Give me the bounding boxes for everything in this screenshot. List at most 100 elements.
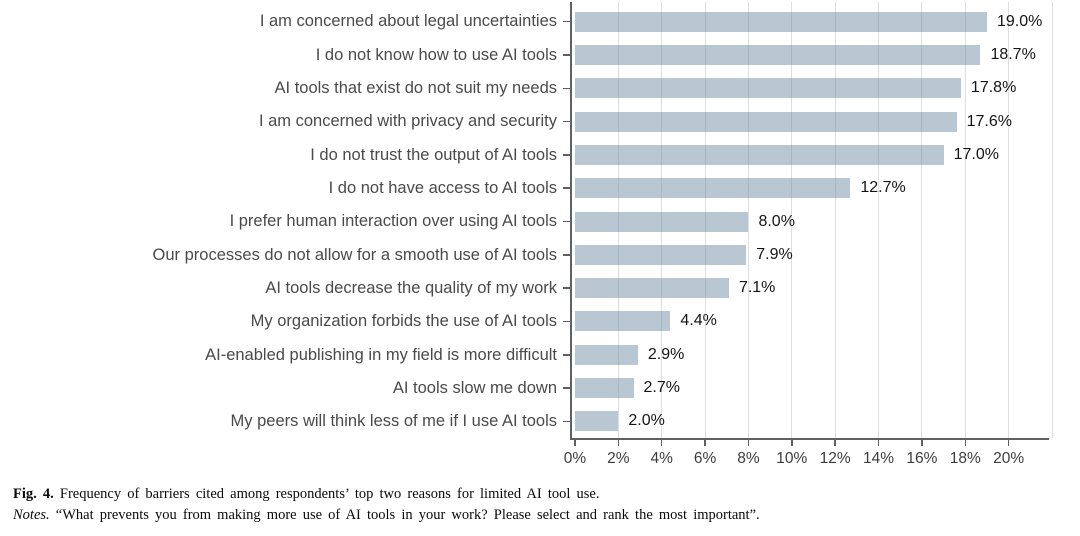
gridline [661, 2, 663, 438]
category-label: AI-enabled publishing in my field is mor… [205, 345, 557, 364]
bar-track: 17.8% [575, 72, 1080, 105]
bar-track: 12.7% [575, 172, 1080, 205]
figure-title: Frequency of barriers cited among respon… [59, 486, 600, 502]
bar [575, 278, 729, 299]
bar [575, 378, 634, 399]
bar-row: I am concerned about legal uncertainties… [0, 5, 1080, 38]
bar-track: 8.0% [575, 205, 1080, 238]
x-axis-line [570, 438, 1049, 440]
y-axis-tick [563, 320, 571, 323]
bar [575, 144, 944, 165]
gridline [617, 2, 619, 438]
bar-track: 17.6% [575, 105, 1080, 138]
y-axis-tick [563, 154, 571, 156]
gridline [1008, 2, 1010, 438]
category-label: I prefer human interaction over using AI… [229, 212, 557, 231]
bar [575, 344, 638, 365]
x-axis-tick-label: 16% [906, 450, 938, 467]
y-axis-line [570, 2, 572, 438]
value-label: 2.0% [628, 412, 665, 430]
bar-row: AI tools decrease the quality of my work… [0, 272, 1080, 305]
x-axis-tick [964, 439, 967, 446]
bar-row: AI tools that exist do not suit my needs… [0, 72, 1080, 105]
bar-row: My peers will think less of me if I use … [0, 405, 1080, 438]
x-axis-tick [791, 439, 793, 446]
bar-track: 4.4% [575, 305, 1080, 338]
value-label: 12.7% [860, 179, 906, 197]
category-label: AI tools slow me down [392, 378, 557, 397]
bar-row: I am concerned with privacy and security… [0, 105, 1080, 138]
bar [575, 44, 981, 65]
y-axis-tick [563, 54, 571, 56]
category-label: I do not have access to AI tools [328, 178, 557, 197]
x-axis-tick [921, 439, 923, 446]
x-axis-tick-label: 20% [993, 450, 1025, 467]
value-label: 2.7% [643, 379, 680, 397]
gridline [878, 2, 880, 438]
value-label: 17.6% [966, 112, 1012, 130]
value-label: 4.4% [680, 312, 717, 330]
y-axis-tick [563, 220, 571, 223]
bar [575, 111, 957, 132]
bar-row: AI tools slow me down 2.7% [0, 371, 1080, 404]
value-label: 2.9% [647, 345, 685, 363]
value-label: 7.1% [738, 279, 776, 297]
notes-text: “What prevents you from making more use … [55, 507, 760, 523]
bar-track: 18.7% [575, 38, 1080, 71]
x-axis-tick [747, 439, 750, 446]
bar [575, 78, 961, 99]
value-label: 17.8% [970, 79, 1017, 97]
x-axis-tick [574, 439, 576, 446]
value-label: 19.0% [996, 12, 1043, 30]
category-label: I do not know how to use AI tools [315, 45, 557, 64]
bar-row: I do not know how to use AI tools 18.7% [0, 38, 1080, 71]
y-axis-tick [563, 87, 571, 90]
gridline [834, 2, 836, 438]
y-axis-tick [563, 20, 571, 23]
x-axis-tick [617, 439, 620, 446]
x-axis-tick [1007, 439, 1010, 446]
x-axis-tick-label: 2% [607, 450, 630, 467]
value-label: 7.9% [756, 245, 793, 263]
gridline [964, 2, 966, 438]
bar [575, 244, 747, 265]
x-axis-tick-label: 4% [650, 450, 673, 467]
gridline [1051, 2, 1053, 438]
gridline [791, 2, 793, 438]
caption-line-1: Fig. 4. Frequency of barriers cited amon… [13, 484, 1073, 505]
x-axis-tick-label: 14% [863, 450, 895, 467]
x-axis-tick-label: 18% [949, 450, 981, 467]
bar-row: My organization forbids the use of AI to… [0, 305, 1080, 338]
bar [575, 178, 851, 199]
category-label: I am concerned with privacy and security [258, 112, 557, 131]
y-axis-tick [563, 187, 571, 189]
gridline [704, 2, 706, 438]
x-axis-tick-label: 0% [563, 450, 587, 467]
bar [575, 211, 749, 232]
y-axis-tick [563, 387, 571, 389]
value-label: 17.0% [953, 145, 999, 163]
x-axis-tick-label: 10% [776, 450, 808, 467]
value-label: 8.0% [758, 212, 795, 230]
bar-track: 7.1% [575, 272, 1080, 305]
x-axis-tick-label: 8% [737, 450, 760, 467]
figure-caption: Fig. 4. Frequency of barriers cited amon… [13, 484, 1073, 526]
category-label: My organization forbids the use of AI to… [250, 312, 557, 331]
y-axis-tick [563, 254, 571, 256]
bar-row: I do not trust the output of AI tools 17.… [0, 138, 1080, 171]
x-axis-tick [704, 439, 706, 446]
bar-rows: I am concerned about legal uncertainties… [0, 5, 1080, 438]
y-axis-tick [563, 287, 571, 289]
figure-number: Fig. 4. [13, 486, 54, 502]
x-axis-tick [877, 439, 880, 446]
y-axis-tick [563, 420, 571, 423]
bar-row: I do not have access to AI tools 12.7% [0, 172, 1080, 205]
y-axis-tick [563, 120, 571, 123]
bar-track: 7.9% [575, 238, 1080, 271]
bar-track: 2.7% [575, 371, 1080, 404]
bar [575, 411, 619, 432]
bar-row: AI-enabled publishing in my field is mor… [0, 338, 1080, 371]
gridline [921, 2, 923, 438]
x-axis-tick [660, 439, 663, 446]
